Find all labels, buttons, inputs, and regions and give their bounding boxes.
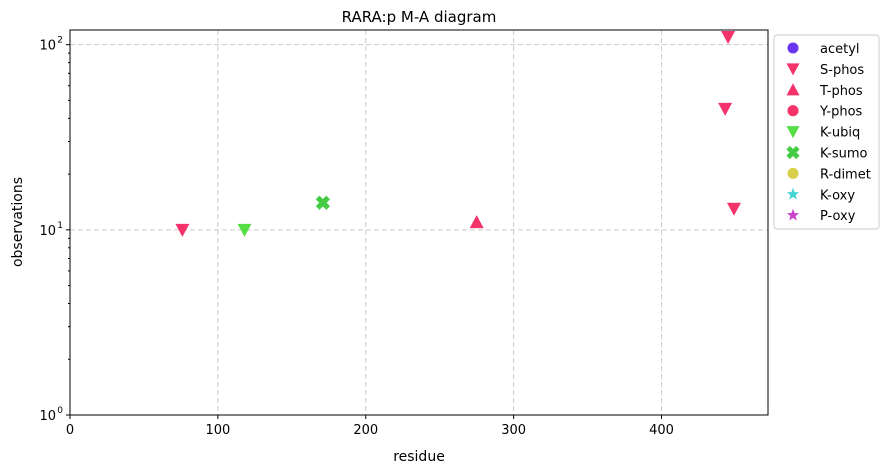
y-tick-label: 10 [39,224,56,239]
legend-label-r-dimet: R-dimet [820,167,871,182]
legend-marker-k-ubiq [786,126,800,139]
data-point-s-phos [721,31,736,44]
data-point-s-phos [175,223,190,237]
grid [70,30,768,415]
x-tick-label: 0 [66,423,74,438]
legend-marker-y-phos [787,105,799,117]
y-tick-label: 10 [39,409,56,424]
x-tick-label: 200 [353,423,378,438]
legend-marker-s-phos [786,63,800,76]
legend-marker-p-oxy [786,208,800,221]
data-point-s-phos [726,202,741,216]
legend-label-k-ubiq: K-ubiq [820,126,860,141]
y-tick-exponent: 0 [57,406,63,416]
data-points [175,31,741,237]
x-axis-title: residue [393,449,445,465]
legend-marker-acetyl [787,42,799,54]
y-tick-label: 10 [39,39,56,54]
legend-label-k-oxy: K-oxy [820,188,855,203]
data-point-k-sumo [315,195,330,210]
data-point-s-phos [718,102,733,116]
legend-marker-k-oxy [786,187,800,200]
legend: acetyl S-phos T-phos Y-phos K-ubiq K-sumo R-di… [773,34,880,230]
legend-marker-t-phos [786,83,800,96]
y-axis-title: observations [10,177,26,267]
x-tick-label: 100 [205,423,230,438]
plot-area [69,29,769,416]
legend-label-s-phos: S-phos [820,63,864,78]
legend-label-y-phos: Y-phos [819,105,863,120]
x-axis: 0 100 200 300 400 [66,415,674,438]
x-tick-label: 300 [501,423,526,438]
legend-marker-r-dimet [787,167,799,179]
chart-title: RARA:p M-A diagram [342,8,497,26]
legend-label-p-oxy: P-oxy [820,209,856,224]
legend-marker-k-sumo [786,145,800,160]
x-tick-label: 400 [649,423,674,438]
data-point-k-ubiq [237,223,252,237]
legend-label-acetyl: acetyl [820,42,860,57]
legend-label-t-phos: T-phos [819,84,863,99]
legend-label-k-sumo: K-sumo [820,147,868,162]
data-point-t-phos [469,215,484,229]
y-tick-exponent: 1 [57,221,63,231]
y-tick-exponent: 2 [57,36,63,46]
legend-box [773,34,880,230]
